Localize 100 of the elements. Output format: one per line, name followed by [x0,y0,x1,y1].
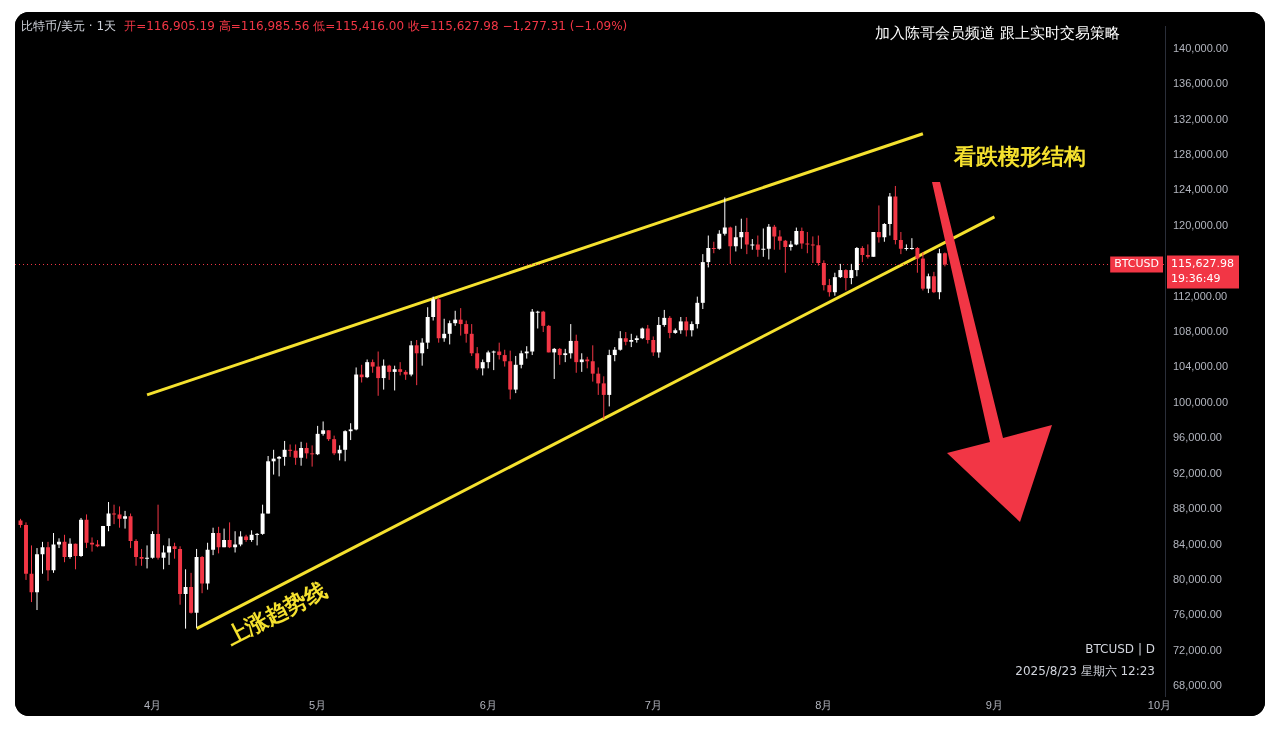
candlestick [843,268,848,291]
text: 115,627.98 [1171,257,1234,271]
x-tick-label: 5月 [309,699,327,712]
candlestick [73,543,78,570]
candlestick [315,425,320,456]
candlestick [447,320,452,345]
annotation: 看跌楔形结构 [953,143,1086,169]
candlestick [57,537,61,549]
candlestick [464,320,469,344]
candlestick [216,526,221,554]
y-tick-label: 128,000.00 [1173,148,1229,161]
candlestick [695,296,700,329]
candlestick [832,272,837,297]
y-tick-label: 120,000.00 [1173,218,1229,231]
candlestick [876,204,881,244]
candlestick [211,527,216,556]
candlestick [931,271,936,294]
candlestick [282,440,287,467]
y-tick-label: 88,000.00 [1173,502,1222,515]
y-tick-label: 76,000.00 [1173,608,1222,621]
candlestick [766,223,771,260]
annotation: 上涨趋势线 [220,577,331,651]
chart-subtitle: 开=116,905.19 高=116,985.56 低=115,416.00 收=115,627.98 −1,277.31 (−1.09%) [124,19,628,33]
candlestick [420,337,425,367]
candlestick [684,316,689,337]
y-tick-label: 132,000.00 [1173,112,1229,125]
y-tick-label: 68,000.00 [1173,679,1222,692]
candlestick [321,420,326,437]
candlestick [750,238,755,251]
candlestick [469,323,474,357]
candlestick [431,296,436,322]
candlestick [568,323,573,360]
candlestick [810,235,815,264]
annotation: 加入陈哥会员频道 跟上实时交易策略 [875,24,1120,43]
x-tick-label: 9月 [985,699,1003,712]
candlestick [255,532,260,546]
x-tick-label: 6月 [479,699,497,712]
y-tick-label: 80,000.00 [1173,572,1222,585]
candlestick [755,235,760,258]
candlestick [343,429,348,462]
candlestick [90,536,95,553]
candlestick [854,246,859,277]
candlestick [849,263,854,285]
candlestick [150,530,155,560]
candlestick [590,344,595,383]
candlestick [491,350,496,371]
candlestick [645,324,650,345]
candlestick [761,227,766,258]
candlestick [167,537,172,566]
candlestick [799,227,804,250]
candlestick [651,335,656,357]
candlestick [772,224,777,251]
chart-title: 比特币/美元 · 1天 [21,19,117,33]
candlestick [717,229,722,251]
candlestick [376,351,381,397]
candlestick [739,218,744,250]
candlestick [123,510,128,530]
candlestick [145,544,150,569]
candlestick [84,513,89,549]
candlestick [332,435,337,456]
candlestick [535,310,540,329]
annotation: 2025/8/23 星期六 12:23 [1015,663,1155,680]
candlestick [62,534,67,563]
candlestick [744,217,749,255]
candlestick [112,504,117,525]
candlestick [733,225,738,252]
y-tick-label: 84,000.00 [1173,537,1222,550]
candlestick [392,365,397,391]
candlestick [909,237,914,251]
candlestick [541,310,546,333]
x-tick-label: 8月 [815,699,833,712]
candlestick [777,229,782,251]
candlestick [227,521,232,549]
y-tick-label: 124,000.00 [1173,183,1229,196]
text: 19:36:49 [1171,272,1221,286]
y-tick-label: 136,000.00 [1173,77,1229,90]
candlestick [134,538,139,567]
candlestick [288,443,293,458]
y-tick-label: 112,000.00 [1173,289,1228,302]
ref-line-label: BTCUSD [1114,257,1159,271]
candlestick [161,544,166,570]
candlestick [475,346,480,371]
candlestick [805,231,810,254]
candlestick [618,330,623,352]
candlestick [882,222,887,243]
x-tick-label: 4月 [144,699,162,712]
candlestick [574,334,579,374]
y-tick-label: 100,000.00 [1173,395,1229,408]
candlestick [68,537,73,560]
y-tick-label: 92,000.00 [1173,466,1222,479]
y-tick-label: 140,000.00 [1173,41,1229,54]
candlestick [365,358,370,379]
candlestick [414,339,419,386]
y-tick-label: 96,000.00 [1173,431,1222,444]
candlestick [381,358,386,391]
candlestick [277,455,282,477]
candlestick [865,243,870,260]
candlestick [898,231,903,255]
candlestick [706,235,711,268]
candlestick [183,568,188,630]
